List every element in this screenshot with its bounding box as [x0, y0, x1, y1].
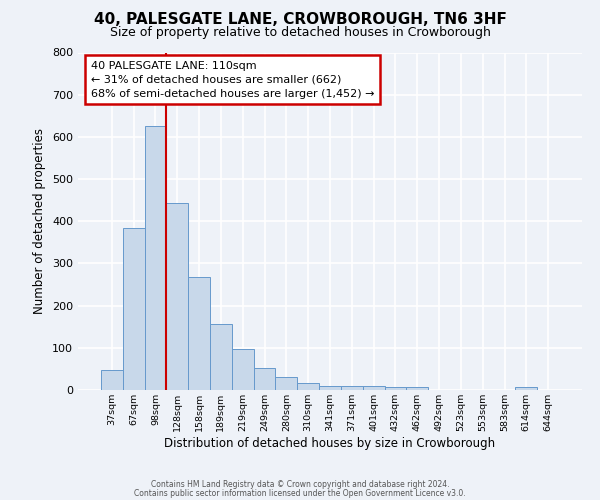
Bar [363, 386, 385, 390]
Bar [123, 228, 145, 390]
Text: Contains HM Land Registry data © Crown copyright and database right 2024.: Contains HM Land Registry data © Crown c… [151, 480, 449, 489]
Bar [341, 386, 363, 390]
Bar [254, 368, 275, 390]
Bar [232, 348, 254, 390]
Text: 40 PALESGATE LANE: 110sqm
← 31% of detached houses are smaller (662)
68% of semi: 40 PALESGATE LANE: 110sqm ← 31% of detac… [91, 61, 374, 99]
Text: Size of property relative to detached houses in Crowborough: Size of property relative to detached ho… [110, 26, 490, 39]
Bar [101, 370, 123, 390]
Bar [145, 126, 166, 390]
Bar [319, 386, 341, 390]
Y-axis label: Number of detached properties: Number of detached properties [34, 128, 46, 314]
Bar [406, 386, 428, 390]
Bar [210, 324, 232, 390]
Text: 40, PALESGATE LANE, CROWBOROUGH, TN6 3HF: 40, PALESGATE LANE, CROWBOROUGH, TN6 3HF [94, 12, 506, 28]
Bar [515, 387, 537, 390]
Bar [166, 203, 188, 390]
Text: Contains public sector information licensed under the Open Government Licence v3: Contains public sector information licen… [134, 488, 466, 498]
Bar [385, 386, 406, 390]
X-axis label: Distribution of detached houses by size in Crowborough: Distribution of detached houses by size … [164, 436, 496, 450]
Bar [275, 378, 297, 390]
Bar [188, 278, 210, 390]
Bar [297, 383, 319, 390]
